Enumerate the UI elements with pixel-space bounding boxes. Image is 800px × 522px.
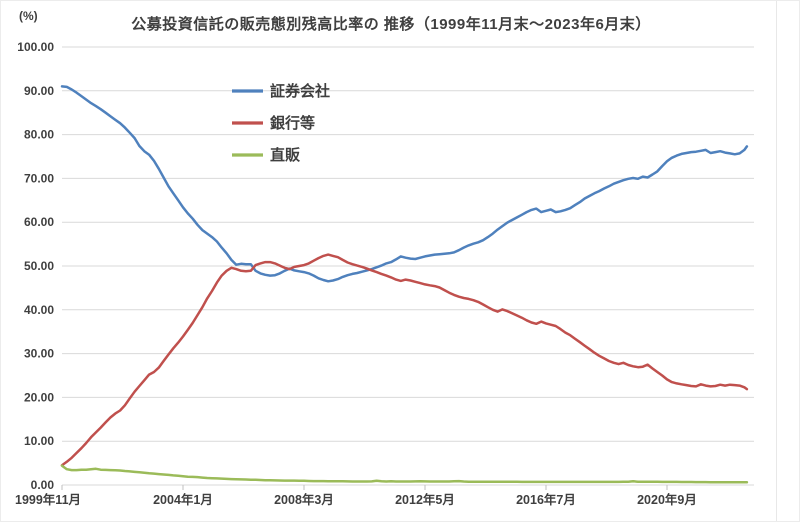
x-axis-tick-label: 2008年3月 xyxy=(274,492,334,507)
series-line-銀行等 xyxy=(60,253,749,467)
x-axis-tick-label: 2004年1月 xyxy=(153,492,213,507)
legend-label: 銀行等 xyxy=(270,114,315,132)
y-axis-tick-label: 0.00 xyxy=(31,478,55,492)
legend-label: 直販 xyxy=(270,146,301,164)
x-axis-tick-label: 2020年9月 xyxy=(637,492,697,507)
chart-frame-border xyxy=(776,1,777,521)
legend-label: 証券会社 xyxy=(270,82,330,100)
y-axis-tick-label: 70.00 xyxy=(24,171,54,185)
series-line-直販 xyxy=(60,464,749,484)
y-axis-unit-label: (%) xyxy=(19,9,38,23)
y-axis-tick-label: 10.00 xyxy=(24,434,54,448)
x-axis-tick-label: 1999年11月 xyxy=(15,492,81,507)
y-axis-tick-label: 50.00 xyxy=(24,259,54,273)
y-axis-tick-label: 30.00 xyxy=(24,347,54,361)
y-axis-tick-label: 80.00 xyxy=(24,128,54,142)
y-axis-tick-label: 60.00 xyxy=(24,215,54,229)
y-axis-tick-label: 40.00 xyxy=(24,303,54,317)
chart-title: 公募投資信託の販売態別残高比率の 推移（1999年11月末～2023年6月末） xyxy=(131,16,651,33)
x-axis-tick-label: 2016年7月 xyxy=(516,492,576,507)
y-axis-tick-label: 90.00 xyxy=(24,84,54,98)
y-axis-tick-label: 100.00 xyxy=(17,40,54,54)
series-line-証券会社 xyxy=(60,85,749,283)
y-axis-tick-label: 20.00 xyxy=(24,390,54,404)
x-axis-tick-label: 2012年5月 xyxy=(395,492,455,507)
